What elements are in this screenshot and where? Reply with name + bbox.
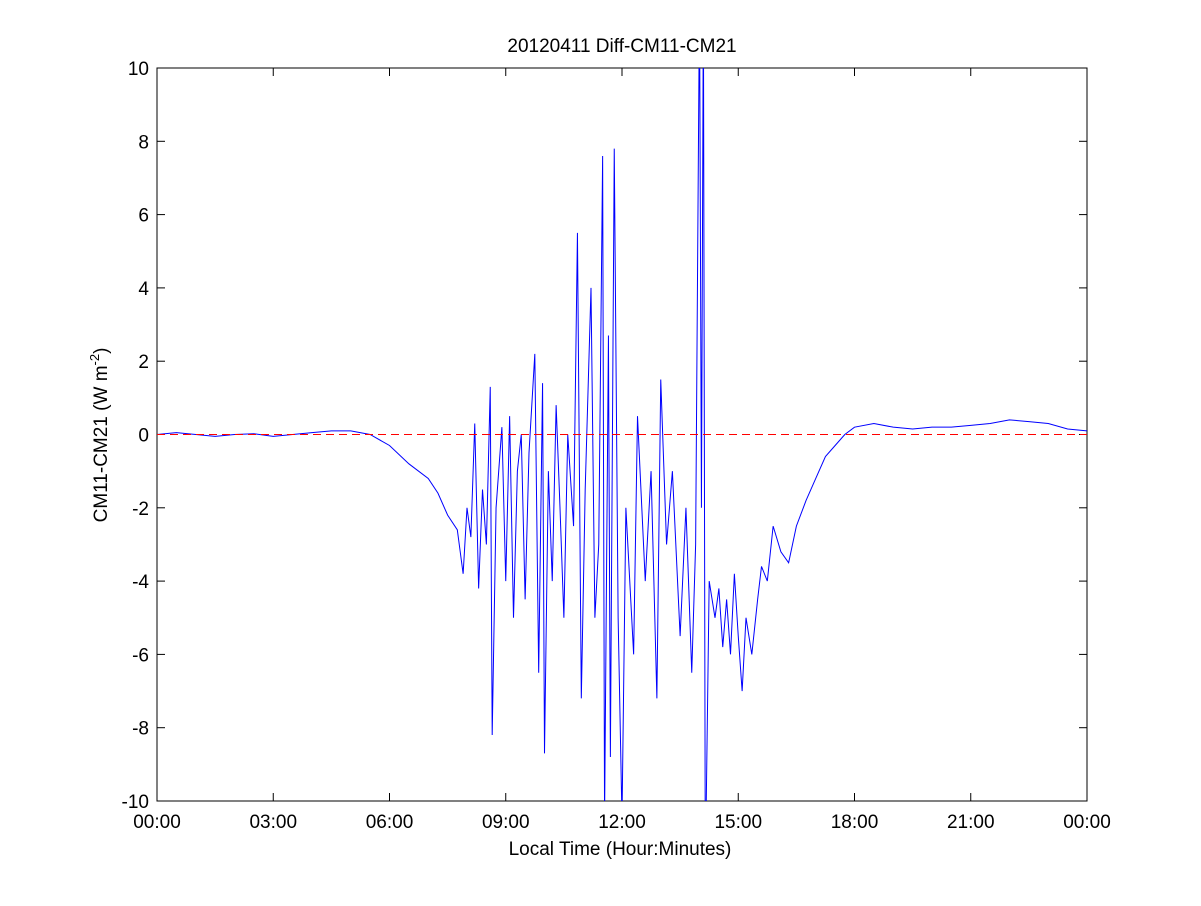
y-tick-label: 6 bbox=[138, 206, 149, 227]
y-tick-label: 4 bbox=[138, 279, 149, 300]
y-tick-label: 10 bbox=[128, 59, 149, 80]
x-tick-label: 21:00 bbox=[947, 812, 995, 833]
y-tick-label: 0 bbox=[138, 426, 149, 447]
x-tick-label: 09:00 bbox=[482, 812, 530, 833]
x-tick-label: 00:00 bbox=[1063, 812, 1111, 833]
y-tick-label: 2 bbox=[138, 352, 149, 373]
y-axis-label-main: CM11-CM21 (W m bbox=[91, 365, 112, 522]
data-line bbox=[157, 68, 1087, 801]
y-axis-label-sup: -2 bbox=[87, 354, 102, 366]
x-tick-label: 03:00 bbox=[249, 812, 297, 833]
x-axis-label: Local Time (Hour:Minutes) bbox=[509, 839, 732, 860]
y-tick-label: -4 bbox=[132, 572, 149, 593]
y-tick-label: -2 bbox=[132, 499, 149, 520]
x-tick-label: 00:00 bbox=[133, 812, 181, 833]
y-tick-label: -6 bbox=[132, 645, 149, 666]
x-tick-label: 15:00 bbox=[714, 812, 762, 833]
y-tick-label: 8 bbox=[138, 132, 149, 153]
plot-content bbox=[157, 68, 1087, 801]
x-tick-label: 12:00 bbox=[598, 812, 646, 833]
y-axis-label: CM11-CM21 (W m-2) bbox=[87, 348, 112, 523]
y-tick-label: -8 bbox=[132, 719, 149, 740]
x-tick-label: 18:00 bbox=[831, 812, 879, 833]
y-tick-label: -10 bbox=[122, 792, 149, 813]
x-tick-label: 06:00 bbox=[366, 812, 414, 833]
chart-title: 20120411 Diff-CM11-CM21 bbox=[507, 36, 736, 57]
y-axis-label-end: ) bbox=[91, 348, 112, 354]
